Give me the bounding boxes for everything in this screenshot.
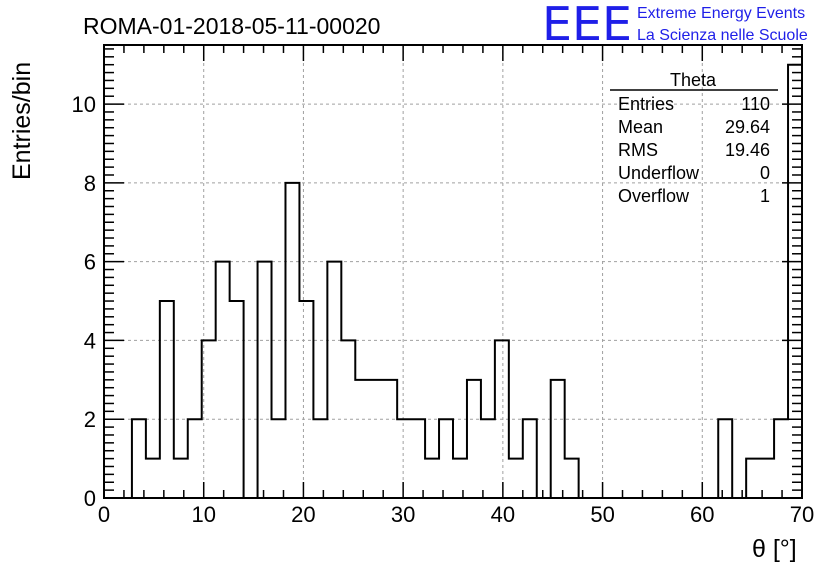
histogram-bin xyxy=(230,301,244,498)
stats-value: 1 xyxy=(760,186,770,206)
stats-value: 0 xyxy=(760,163,770,183)
histogram-bin xyxy=(202,340,216,498)
stats-box: Theta Entries 110 Mean 29.64 RMS 19.46 Underfl… xyxy=(610,70,778,206)
stats-label: Entries xyxy=(618,94,674,114)
logo-line-2: La Scienza nelle Scuole xyxy=(637,27,808,44)
histogram-bin xyxy=(481,419,495,498)
x-tick-label: 60 xyxy=(690,502,714,527)
histogram-bars xyxy=(104,63,803,499)
y-tick-label: 0 xyxy=(84,486,96,511)
logo-line-1: Extreme Energy Events xyxy=(637,5,805,22)
histogram-bin xyxy=(774,419,788,498)
histogram-bin xyxy=(216,262,230,498)
histogram-bin xyxy=(425,459,439,498)
histogram-bin xyxy=(495,340,509,498)
histogram-bin xyxy=(313,419,327,498)
histogram-bin xyxy=(509,459,523,498)
histogram-bin xyxy=(746,459,760,498)
histogram-bin xyxy=(439,419,453,498)
x-tick-label: 40 xyxy=(491,502,515,527)
x-tick-label: 30 xyxy=(391,502,415,527)
histogram-bin xyxy=(411,419,425,498)
histogram-bin xyxy=(718,419,732,498)
stats-label: RMS xyxy=(618,140,658,160)
histogram-bin xyxy=(188,419,202,498)
histogram-bin xyxy=(397,419,411,498)
y-tick-label: 10 xyxy=(72,92,96,117)
x-tick-label: 0 xyxy=(98,502,110,527)
histogram-bin xyxy=(467,380,481,498)
x-tick-label: 70 xyxy=(790,502,814,527)
x-axis-title: θ [°] xyxy=(752,535,797,563)
stats-title: Theta xyxy=(670,70,717,90)
eee-logo: EEE Extreme Energy Events La Scienza nel… xyxy=(542,0,808,51)
x-tick-label: 50 xyxy=(590,502,614,527)
histogram-bin xyxy=(272,419,286,498)
x-tick-label: 10 xyxy=(191,502,215,527)
x-axis: 0 10 20 30 40 50 60 70 xyxy=(98,45,814,527)
histogram-bin xyxy=(551,380,565,498)
chart-title: ROMA-01-2018-05-11-00020 xyxy=(83,13,380,39)
histogram-bin xyxy=(132,419,146,498)
stats-value: 29.64 xyxy=(725,117,770,137)
y-tick-label: 8 xyxy=(84,171,96,196)
y-tick-label: 6 xyxy=(84,250,96,275)
logo-mark: EEE xyxy=(542,0,632,51)
histogram-bin xyxy=(369,380,383,498)
histogram-bin xyxy=(383,380,397,498)
stats-value: 19.46 xyxy=(725,140,770,160)
histogram-bin xyxy=(341,340,355,498)
stats-value: 110 xyxy=(741,94,770,114)
histogram-bin xyxy=(258,262,272,498)
y-axis-title: Entries/bin xyxy=(8,62,36,180)
plot-border xyxy=(103,44,803,499)
plot-frame xyxy=(103,44,803,499)
histogram-bin xyxy=(299,301,313,498)
x-tick-label: 20 xyxy=(291,502,315,527)
stats-label: Overflow xyxy=(618,186,690,206)
histogram-bin xyxy=(523,419,537,498)
stats-label: Underflow xyxy=(618,163,700,183)
histogram-bin xyxy=(788,65,802,498)
histogram-bin xyxy=(355,380,369,498)
histogram-bin xyxy=(327,262,341,498)
histogram-bin xyxy=(565,459,579,498)
stats-label: Mean xyxy=(618,117,663,137)
histogram-bin xyxy=(160,301,174,498)
y-tick-label: 4 xyxy=(84,328,96,353)
histogram-bin xyxy=(285,183,299,498)
histogram-bin xyxy=(453,459,467,498)
y-tick-label: 2 xyxy=(84,407,96,432)
histogram-bin xyxy=(146,459,160,498)
histogram-bin xyxy=(174,459,188,498)
